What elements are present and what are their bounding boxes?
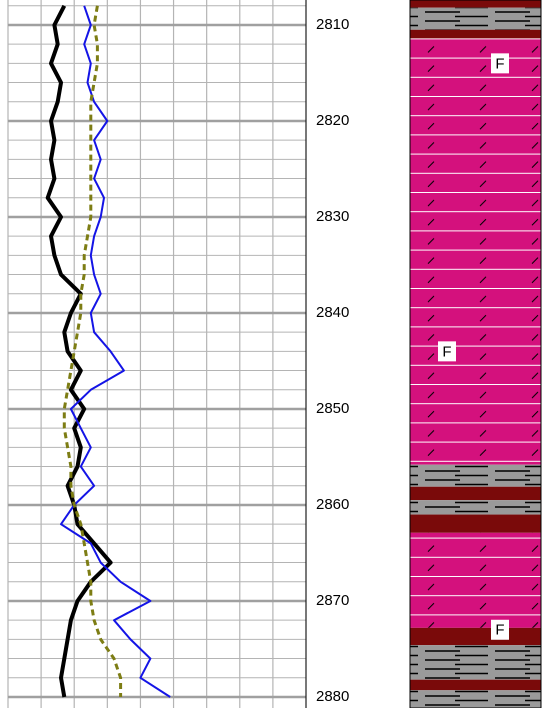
lithology-pattern [410,500,541,515]
lithology-interval [410,679,541,691]
y-tick-label: 2840 [316,304,349,321]
lithology-pattern [410,7,541,30]
y-tick-label: 2830 [316,208,349,225]
facies-label-box [491,619,509,640]
lithology-interval [410,29,541,39]
log-curve [62,5,123,697]
lithology-border [409,0,542,708]
y-tick-label: 2810 [316,16,349,33]
lithology-pattern [410,38,541,465]
lithology-pattern [410,690,541,708]
lithology-interval [410,627,541,646]
log-curve [60,5,171,698]
lithology-pattern [410,645,541,680]
facies-label: F [495,622,504,639]
lithology-interval [410,514,541,533]
y-tick-label: 2870 [316,592,349,609]
lithology-interval [410,0,541,8]
lithology-pattern [410,532,541,628]
facies-label: F [495,55,504,72]
facies-label: F [442,343,451,360]
y-tick-label: 2880 [316,688,349,705]
facies-label-box [491,53,509,74]
facies-label-box [438,341,456,362]
y-tick-label: 2850 [316,400,349,417]
y-tick-label: 2820 [316,112,349,129]
y-tick-label: 2860 [316,496,349,513]
lithology-pattern [410,464,541,487]
lithology-interval [410,486,541,501]
